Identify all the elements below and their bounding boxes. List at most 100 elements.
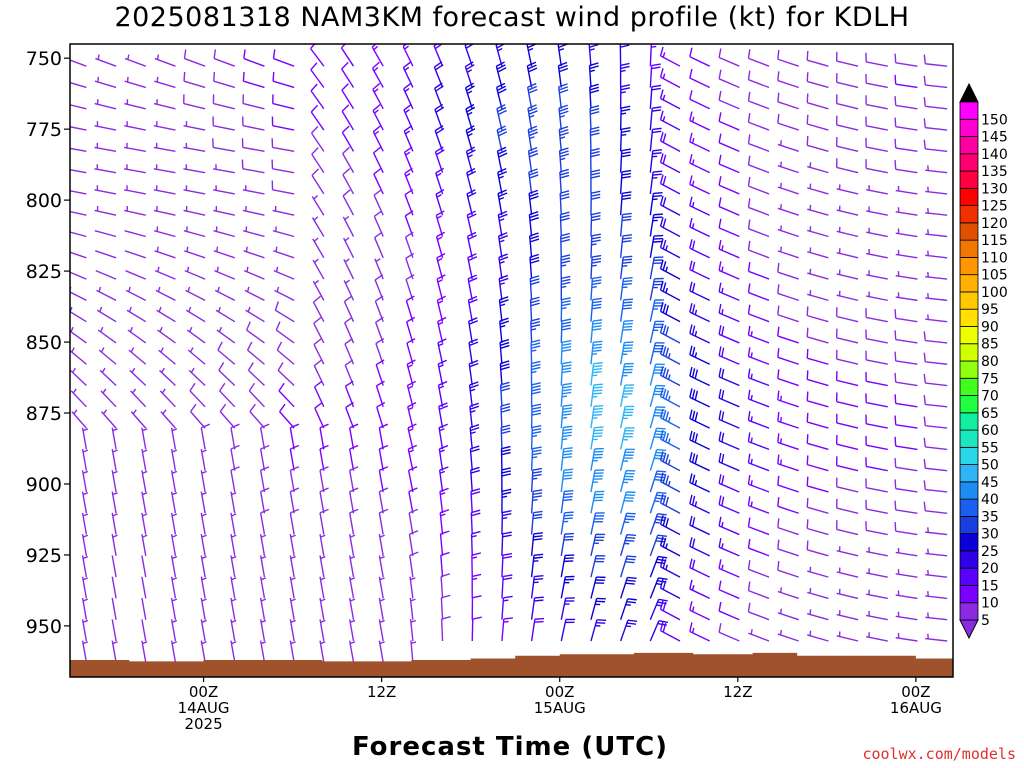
wind-barb (153, 164, 176, 174)
wind-barb (527, 146, 539, 173)
wind-barb (242, 71, 265, 89)
wind-barb (530, 510, 543, 535)
x-tick-label: 15AUG (534, 699, 586, 717)
wind-barb (497, 210, 508, 237)
wind-barb (467, 253, 478, 280)
wind-barb (747, 176, 770, 195)
wind-barb (894, 138, 918, 153)
wind-barb (689, 601, 710, 621)
wind-barb (437, 380, 448, 407)
wind-barb (259, 640, 267, 663)
wind-barb (659, 472, 681, 493)
colorbar-swatch (959, 308, 979, 327)
wind-barb (273, 246, 295, 259)
wind-barb (407, 402, 417, 429)
wind-barb (440, 573, 451, 599)
wind-barb (835, 520, 859, 536)
wind-barb (747, 368, 770, 387)
wind-barb (289, 423, 300, 450)
wind-barb (689, 111, 710, 131)
wind-barb (184, 246, 206, 259)
wind-barb (866, 185, 888, 195)
wind-barb (170, 555, 178, 578)
wind-barb (895, 547, 918, 557)
wind-barb (925, 250, 948, 259)
wind-barb (747, 325, 770, 344)
wind-barb (183, 49, 206, 67)
wind-barb (273, 266, 295, 280)
wind-barb (130, 388, 147, 408)
x-tick-label: 00Z (901, 683, 930, 701)
wind-barb (747, 602, 770, 621)
wind-barb (349, 534, 356, 556)
wind-barb (124, 99, 146, 110)
wind-barb (807, 162, 829, 174)
wind-barb (187, 347, 206, 365)
wind-barb (747, 496, 770, 514)
wind-barb (560, 447, 573, 471)
wind-barb (186, 326, 206, 344)
wind-barb (925, 271, 948, 280)
wind-barb (836, 184, 859, 195)
wind-barb (274, 286, 295, 301)
y-tick-label: 775 (26, 119, 62, 141)
wind-barb (649, 299, 664, 322)
colorbar-label: 45 (981, 475, 999, 491)
colorbar-swatch (959, 291, 979, 310)
wind-barb (495, 61, 507, 88)
wind-barb (806, 434, 829, 451)
wind-barb (214, 266, 236, 280)
wind-barb (439, 509, 450, 535)
wind-barb (170, 427, 178, 450)
colorbar-label: 80 (981, 354, 999, 370)
wind-barb (183, 205, 206, 216)
wind-barb (747, 262, 770, 280)
x-tick-label: 2025 (184, 715, 222, 733)
wind-barb (438, 466, 449, 493)
wind-barb (259, 508, 270, 535)
wind-barb (470, 530, 481, 556)
wind-barb (247, 362, 265, 387)
colorbar-label: 15 (981, 578, 999, 594)
colorbar-label: 75 (981, 371, 999, 387)
wind-barb (895, 590, 918, 600)
wind-barb (923, 352, 948, 365)
wind-barb (94, 76, 117, 89)
wind-barb (777, 71, 799, 89)
wind-barb (70, 81, 87, 89)
wind-barb (249, 403, 265, 429)
wind-barb (718, 601, 740, 621)
wind-barb (111, 534, 118, 556)
wind-barb (349, 444, 359, 471)
wind-barb (923, 416, 948, 429)
wind-barb (659, 89, 681, 110)
x-tick-label: 00Z (545, 683, 574, 701)
wind-barb (311, 216, 325, 237)
wind-barb (183, 71, 206, 89)
wind-barb (649, 213, 663, 237)
wind-barb (189, 382, 206, 408)
wind-barb (659, 323, 681, 344)
wind-barb (408, 530, 419, 556)
x-tick-label: 00Z (189, 683, 218, 701)
wind-barb (435, 231, 446, 258)
wind-barb (866, 632, 888, 642)
wind-barb (96, 286, 117, 301)
wind-barb (200, 576, 207, 599)
wind-barb (836, 205, 859, 216)
wind-barb (230, 534, 237, 556)
wind-barb (689, 452, 710, 472)
wind-barb (836, 290, 859, 302)
wind-barb (560, 254, 571, 280)
wind-barb (777, 560, 799, 578)
wind-barb (154, 54, 176, 67)
wind-barb (343, 258, 355, 280)
colorbar-label: 70 (981, 389, 999, 405)
wind-barb (349, 597, 356, 620)
wind-barb (689, 622, 710, 642)
wind-barb (466, 167, 477, 195)
wind-barb (806, 391, 829, 408)
wind-barb (70, 367, 87, 387)
wind-barb (289, 597, 296, 620)
wind-barb (835, 51, 859, 67)
